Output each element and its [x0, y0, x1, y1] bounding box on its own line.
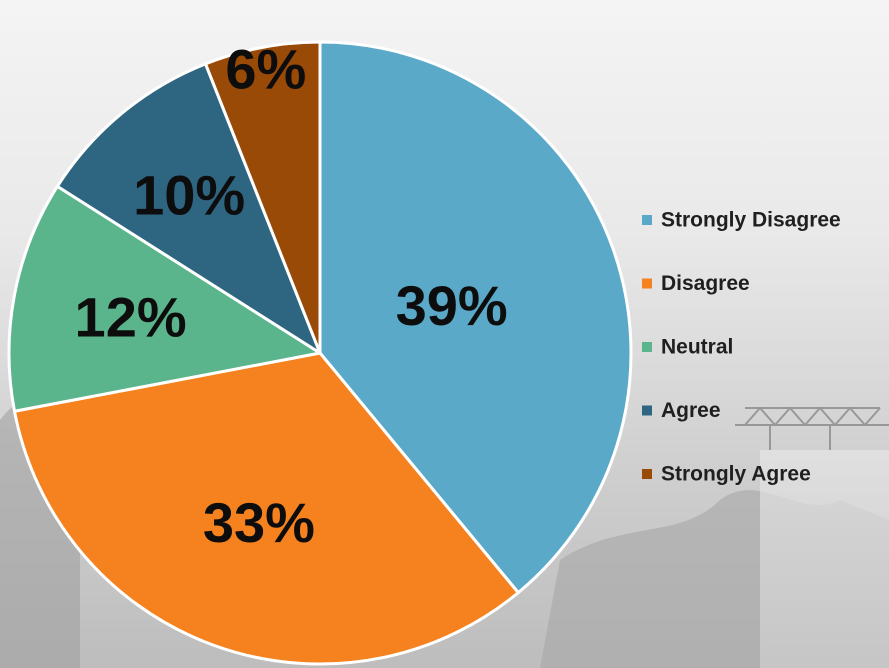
data-label-disagree: 33% — [203, 491, 315, 554]
legend-swatch-disagree — [642, 278, 652, 289]
legend-label-strongly-disagree: Strongly Disagree — [661, 209, 841, 232]
data-label-agree: 10% — [133, 163, 245, 226]
pie-slice-agree — [55, 62, 322, 355]
data-label-strongly-disagree: 39% — [396, 274, 508, 337]
legend-swatch-strongly-disagree — [642, 215, 652, 225]
legend-swatch-strongly-agree — [642, 469, 652, 479]
legend-label-agree: Agree — [661, 399, 721, 422]
pie-slice-neutral — [7, 184, 322, 413]
pie-slices — [7, 40, 633, 666]
pie-slice-disagree — [13, 351, 520, 666]
background-river — [760, 450, 889, 668]
data-label-neutral: 12% — [75, 285, 187, 348]
pie-slice-strongly-disagree — [318, 40, 633, 595]
data-label-strongly-agree: 6% — [225, 37, 306, 100]
legend-label-neutral: Neutral — [661, 336, 733, 359]
legend-swatch-neutral — [642, 342, 652, 352]
legend-label-strongly-agree: Strongly Agree — [661, 463, 811, 486]
pie-slice-strongly-agree — [204, 40, 322, 355]
background-bridge — [735, 406, 889, 450]
legend: Strongly Disagree Disagree Neutral Agree Str… — [642, 209, 841, 486]
pie-data-labels: 39% 33% 12% 10% 6% — [75, 37, 508, 554]
legend-swatch-agree — [642, 405, 652, 416]
legend-label-disagree: Disagree — [661, 272, 750, 295]
